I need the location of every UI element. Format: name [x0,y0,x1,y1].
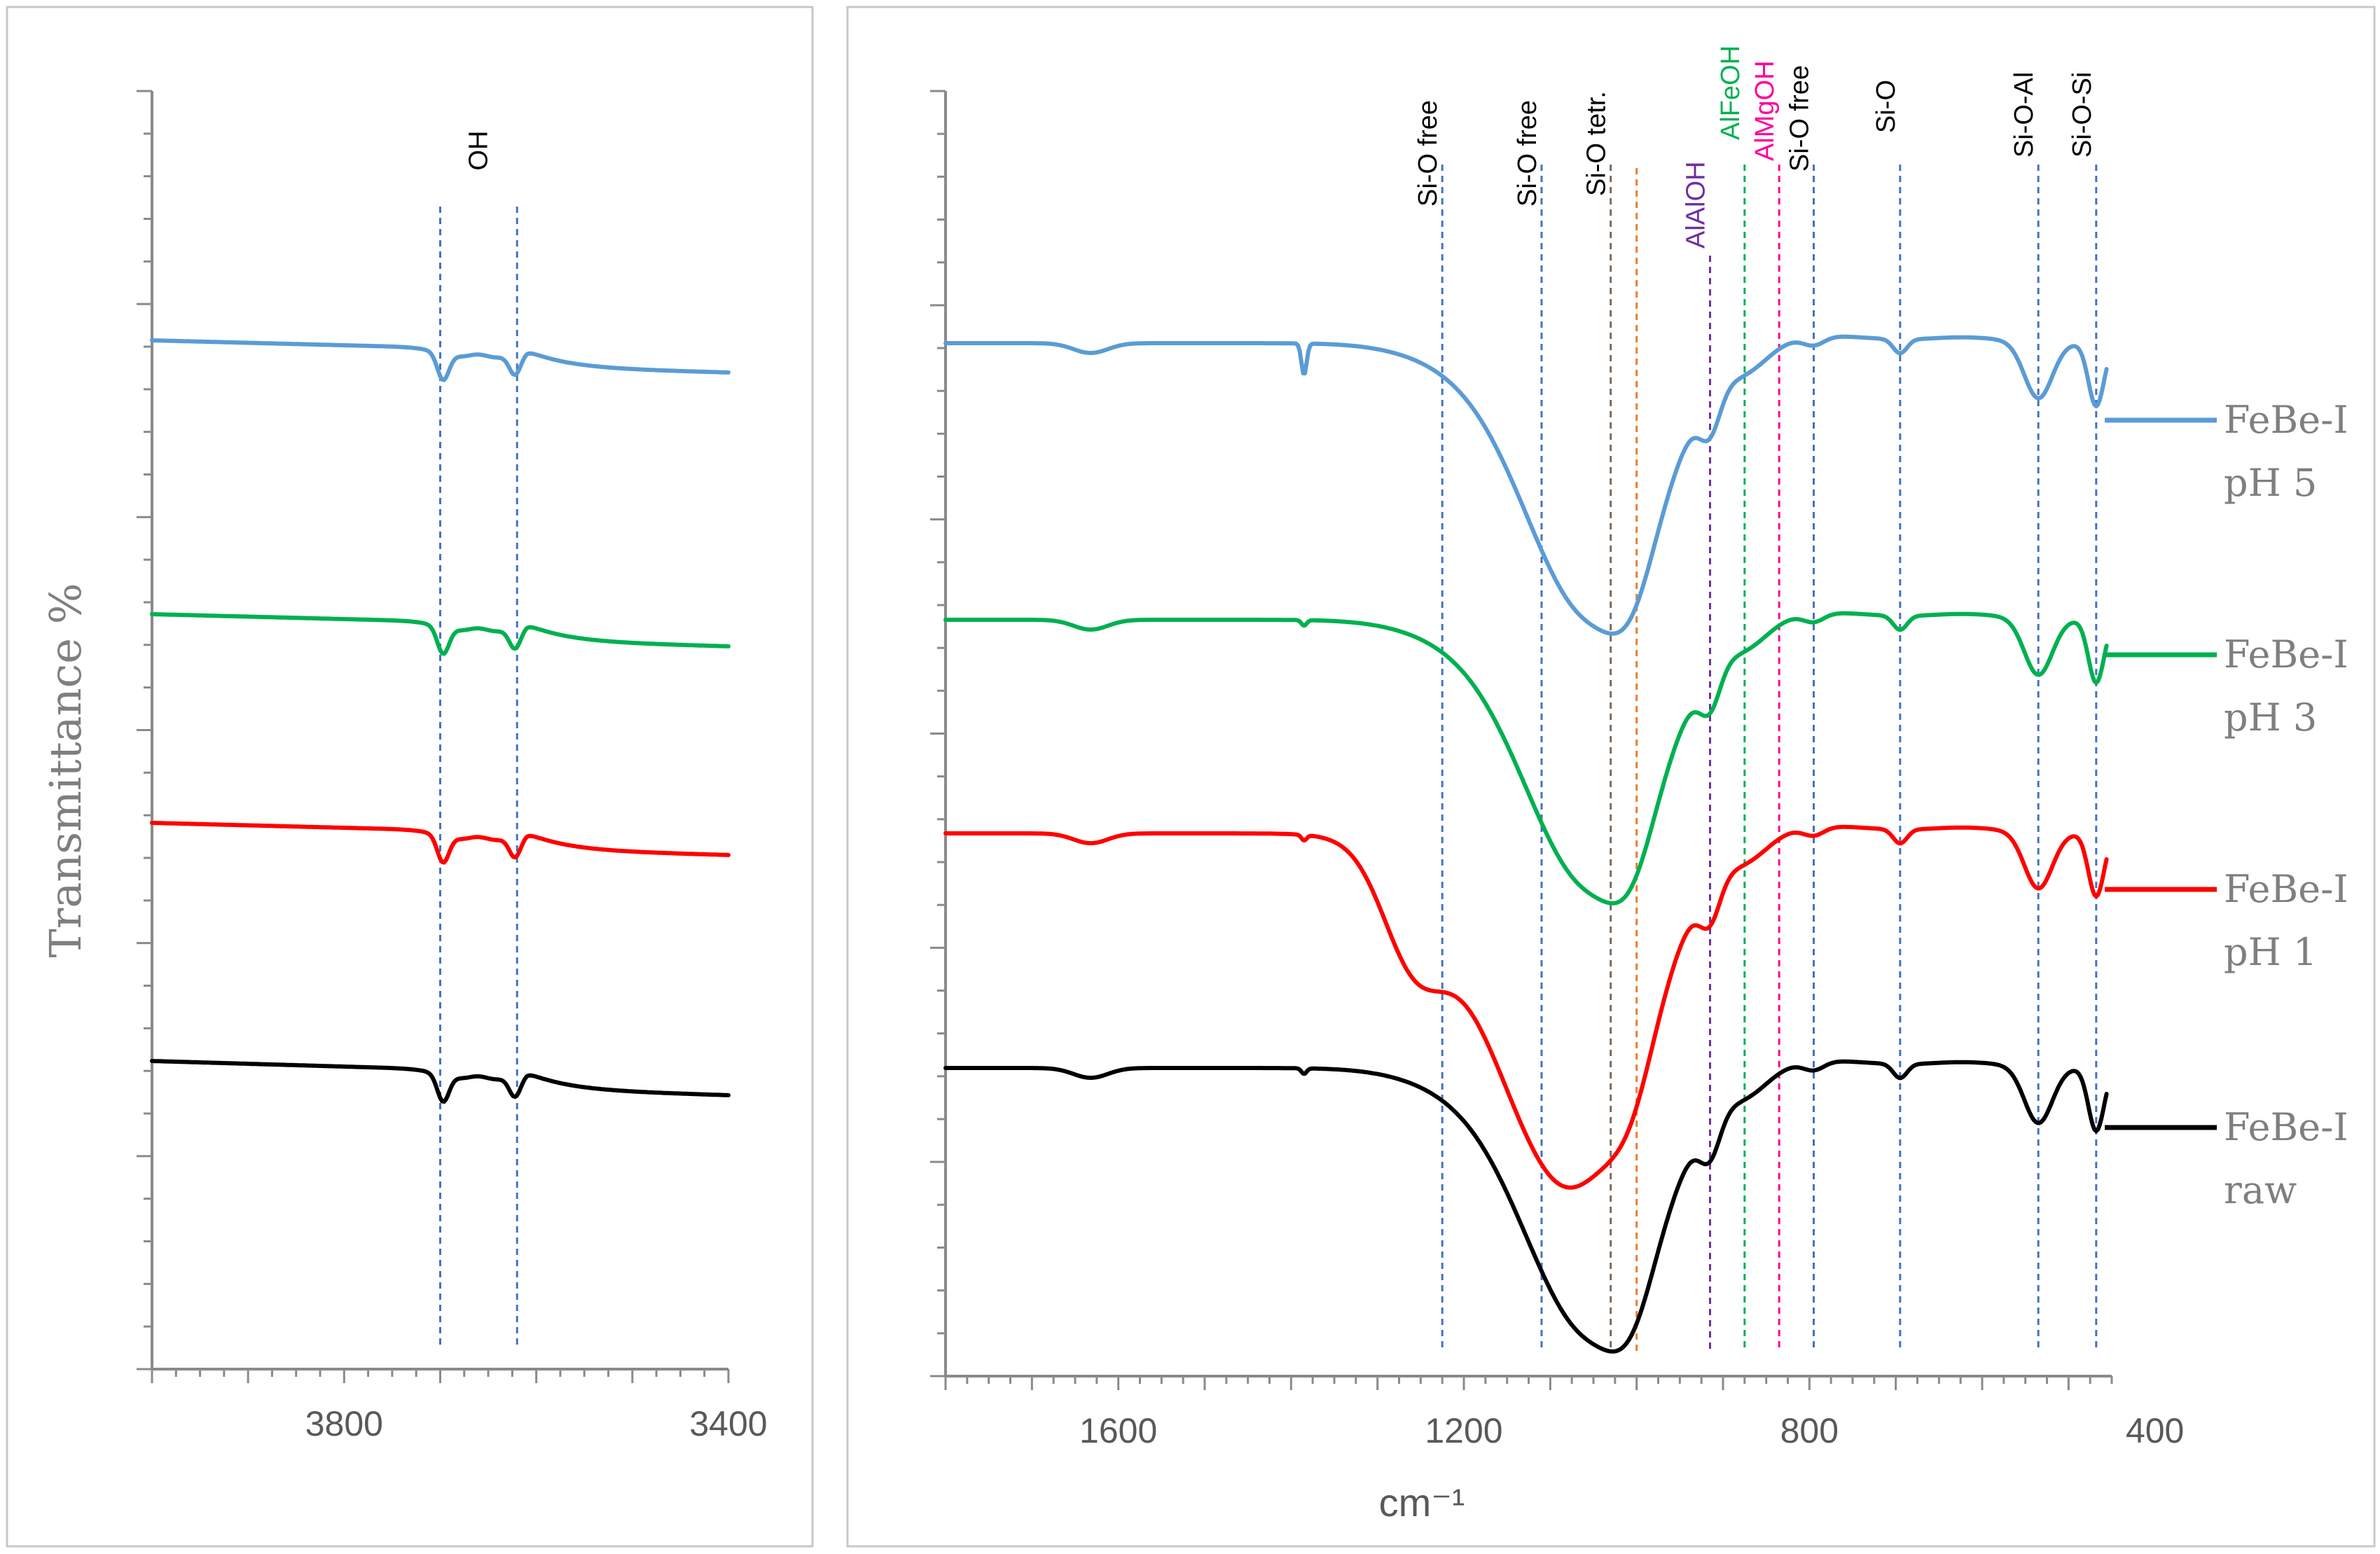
band-label: Si-O-Al [2009,72,2039,158]
left-band-markers: OH [439,131,518,1345]
band-label: Si-O-Si [2068,72,2097,158]
left-x-ticks: 3800 3400 [151,1369,768,1443]
right-plot-area: 1600 1200 800 400 Si-O free Si-O free Si-O te… [930,46,2184,1450]
y-axis-label: Transmittance % [40,583,91,957]
band-label: Si-O free [1785,65,1815,172]
left-series-line [150,338,731,382]
legend-sublabel: pH 1 [2224,930,2317,974]
legend-label: FeBe-I [2224,398,2348,442]
band-label: AlFeOH [1716,46,1745,140]
right-x-ticks: 1600 1200 800 400 [944,1376,2184,1450]
legend: FeBe-I pH 5 FeBe-I pH 3 FeBe-I pH 1 FeBe-I raw [2105,398,2348,1212]
left-x-tick-label: 3400 [689,1404,767,1443]
left-series-line [150,612,731,656]
right-series-line [943,1059,2109,1354]
x-axis-label: cm⁻¹ [1379,1480,1465,1525]
left-x-tick-label: 3800 [305,1404,383,1443]
legend-sublabel: pH 5 [2224,461,2317,505]
legend-sublabel: raw [2224,1168,2297,1212]
band-label: AlMgOH [1750,60,1780,161]
right-x-tick-label: 1600 [1079,1411,1157,1450]
left-panel-frame [6,6,814,1548]
legend-label: FeBe-I [2224,867,2348,911]
right-series-line [943,824,2109,1190]
legend-label: FeBe-I [2224,632,2348,677]
left-plot-area: 3800 3400 OH [137,90,768,1443]
left-series-line [150,1059,731,1104]
right-series-line [943,611,2109,906]
band-label: Si-O free [1513,100,1542,207]
right-series-line [943,334,2109,636]
right-x-tick-label: 800 [1780,1411,1839,1450]
right-x-tick-label: 1200 [1425,1411,1502,1450]
left-y-ticks [137,90,152,1371]
band-label: Si-O tetr. [1582,91,1612,196]
right-y-ticks [930,90,946,1378]
band-label: Si-O free [1413,100,1443,207]
left-series-group [150,338,731,1104]
legend-label: FeBe-I [2224,1105,2348,1149]
right-x-tick-label: 400 [2126,1411,2184,1450]
band-label: AlAlOH [1682,161,1711,249]
band-label-oh: OH [464,131,493,171]
legend-sublabel: pH 3 [2224,695,2317,740]
band-label: Si-O [1872,80,1901,133]
left-series-line [150,821,731,865]
right-series-group [943,334,2109,1354]
